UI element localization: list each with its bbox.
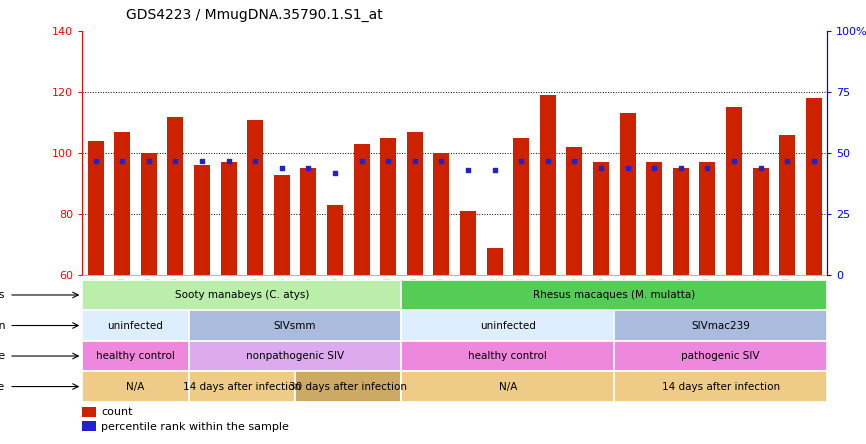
- Bar: [700, 163, 715, 275]
- Bar: [614, 310, 827, 341]
- Bar: [566, 147, 582, 275]
- Bar: [82, 280, 402, 310]
- Bar: [82, 341, 189, 371]
- Bar: [301, 168, 316, 275]
- Text: GDS4223 / MmugDNA.35790.1.S1_at: GDS4223 / MmugDNA.35790.1.S1_at: [126, 8, 382, 22]
- Bar: [87, 141, 104, 275]
- Text: healthy control: healthy control: [469, 351, 547, 361]
- Point: [594, 164, 608, 171]
- Bar: [189, 371, 295, 402]
- Point: [807, 157, 821, 164]
- Bar: [82, 407, 95, 417]
- Bar: [779, 135, 795, 275]
- Bar: [167, 117, 184, 275]
- Point: [753, 164, 767, 171]
- Text: infection: infection: [0, 321, 5, 330]
- Point: [621, 164, 635, 171]
- Bar: [114, 132, 130, 275]
- Text: nonpathogenic SIV: nonpathogenic SIV: [246, 351, 344, 361]
- Text: uninfected: uninfected: [107, 321, 164, 330]
- Bar: [514, 138, 529, 275]
- Bar: [673, 168, 688, 275]
- Point: [222, 157, 236, 164]
- Bar: [614, 371, 827, 402]
- Text: Sooty manabeys (C. atys): Sooty manabeys (C. atys): [175, 290, 309, 300]
- Text: count: count: [100, 407, 132, 417]
- Point: [435, 157, 449, 164]
- Bar: [189, 341, 402, 371]
- Bar: [194, 165, 210, 275]
- Bar: [189, 310, 402, 341]
- Text: uninfected: uninfected: [480, 321, 536, 330]
- Bar: [614, 341, 827, 371]
- Point: [88, 157, 102, 164]
- Bar: [141, 153, 157, 275]
- Bar: [295, 371, 402, 402]
- Bar: [487, 248, 502, 275]
- Text: 14 days after infection: 14 days after infection: [662, 381, 779, 392]
- Bar: [274, 174, 290, 275]
- Bar: [593, 163, 609, 275]
- Text: disease state: disease state: [0, 351, 5, 361]
- Bar: [407, 132, 423, 275]
- Point: [461, 166, 475, 174]
- Point: [195, 157, 209, 164]
- Text: 30 days after infection: 30 days after infection: [289, 381, 407, 392]
- Text: Rhesus macaques (M. mulatta): Rhesus macaques (M. mulatta): [533, 290, 695, 300]
- Point: [647, 164, 661, 171]
- Text: percentile rank within the sample: percentile rank within the sample: [100, 421, 288, 432]
- Text: N/A: N/A: [126, 381, 145, 392]
- Bar: [247, 119, 263, 275]
- Point: [168, 157, 182, 164]
- Point: [249, 157, 262, 164]
- Bar: [221, 163, 236, 275]
- Point: [115, 157, 129, 164]
- Point: [701, 164, 714, 171]
- Text: healthy control: healthy control: [96, 351, 175, 361]
- Bar: [646, 163, 662, 275]
- Point: [488, 166, 501, 174]
- Bar: [805, 98, 822, 275]
- Text: N/A: N/A: [499, 381, 517, 392]
- Point: [727, 157, 740, 164]
- Point: [354, 157, 368, 164]
- Bar: [433, 153, 449, 275]
- Text: 14 days after infection: 14 days after infection: [183, 381, 301, 392]
- Text: time: time: [0, 381, 5, 392]
- Point: [780, 157, 794, 164]
- Bar: [327, 205, 343, 275]
- Bar: [726, 107, 742, 275]
- Point: [381, 157, 395, 164]
- Point: [567, 157, 581, 164]
- Text: pathogenic SIV: pathogenic SIV: [682, 351, 759, 361]
- Point: [275, 164, 288, 171]
- Point: [328, 169, 342, 176]
- Bar: [402, 280, 827, 310]
- Bar: [619, 114, 636, 275]
- Bar: [353, 144, 370, 275]
- Bar: [402, 371, 614, 402]
- Bar: [82, 371, 189, 402]
- Point: [301, 164, 315, 171]
- Text: species: species: [0, 290, 5, 300]
- Text: SIVmac239: SIVmac239: [691, 321, 750, 330]
- Point: [514, 157, 528, 164]
- Bar: [540, 95, 556, 275]
- Point: [408, 157, 422, 164]
- Bar: [753, 168, 768, 275]
- Text: SIVsmm: SIVsmm: [274, 321, 316, 330]
- Point: [674, 164, 688, 171]
- Bar: [460, 211, 476, 275]
- Bar: [82, 421, 95, 432]
- Bar: [82, 310, 189, 341]
- Bar: [402, 310, 614, 341]
- Point: [142, 157, 156, 164]
- Bar: [402, 341, 614, 371]
- Point: [540, 157, 554, 164]
- Bar: [380, 138, 396, 275]
